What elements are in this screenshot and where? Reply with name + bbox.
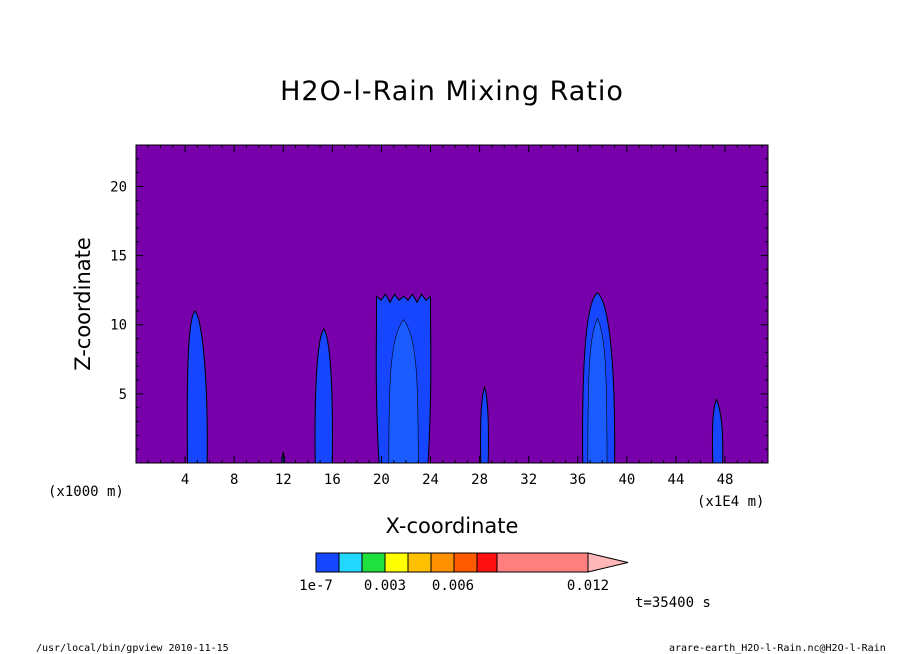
colorbar-segment: [453, 552, 478, 573]
colorbar-label: 1e-7: [299, 578, 333, 594]
y-tick-label: 10: [110, 318, 127, 334]
x-tick-label: 40: [618, 472, 635, 488]
colorbar-arrow: [587, 552, 629, 573]
plot-background: [136, 145, 768, 463]
x-tick-label: 28: [471, 472, 488, 488]
colorbar-segment: [407, 552, 432, 573]
x-tick-label: 12: [275, 472, 292, 488]
colorbar-segment: [361, 552, 386, 573]
colorbar-label: 0.003: [364, 578, 406, 594]
chart-title: H2O-l-Rain Mixing Ratio: [280, 76, 624, 107]
plot-frame: [135, 144, 769, 464]
x-tick-label: 44: [668, 472, 685, 488]
footer-left: /usr/local/bin/gpview 2010-11-15: [36, 643, 229, 654]
contour-inner-cell-x38: [587, 317, 608, 464]
colorbar: 1e-7 0.003 0.006 0.012: [299, 552, 629, 594]
y-tick-label: 20: [110, 179, 127, 195]
x-tick-label: 36: [569, 472, 586, 488]
contour-cell-x15: [314, 328, 333, 464]
colorbar-segment: [315, 552, 340, 573]
x-tick-label: 24: [422, 472, 439, 488]
x-tick-label: 4: [181, 472, 189, 488]
x-tick-label: 32: [520, 472, 537, 488]
contour-cell-x5: [186, 310, 208, 464]
x-tick-label: 16: [324, 472, 341, 488]
contour-cell-x28: [480, 385, 489, 464]
colorbar-segment: [496, 552, 589, 573]
x-tick-label: 48: [717, 472, 734, 488]
y-tick-label: 15: [110, 249, 127, 265]
y-tick-label: 5: [119, 387, 127, 403]
contour-cell-x47: [711, 398, 724, 464]
contour-inner-cell-x22: [388, 319, 419, 464]
x-unit-right: (x1E4 m): [697, 494, 765, 510]
colorbar-segment: [338, 552, 363, 573]
x-tick-label: 8: [230, 472, 238, 488]
x-tick-label: 20: [373, 472, 390, 488]
colorbar-segment: [476, 552, 498, 573]
contour-features: [186, 292, 724, 464]
time-annotation: t=35400 s: [635, 595, 711, 611]
colorbar-segment: [430, 552, 455, 573]
colorbar-label: 0.006: [432, 578, 474, 594]
colorbar-label: 0.012: [567, 578, 609, 594]
x-axis-label: X-coordinate: [385, 514, 519, 538]
colorbar-segment: [384, 552, 409, 573]
footer-right: arare-earth_H2O-l-Rain.nc@H2O-l-Rain: [669, 643, 886, 654]
x-unit-left: (x1000 m): [48, 484, 124, 500]
